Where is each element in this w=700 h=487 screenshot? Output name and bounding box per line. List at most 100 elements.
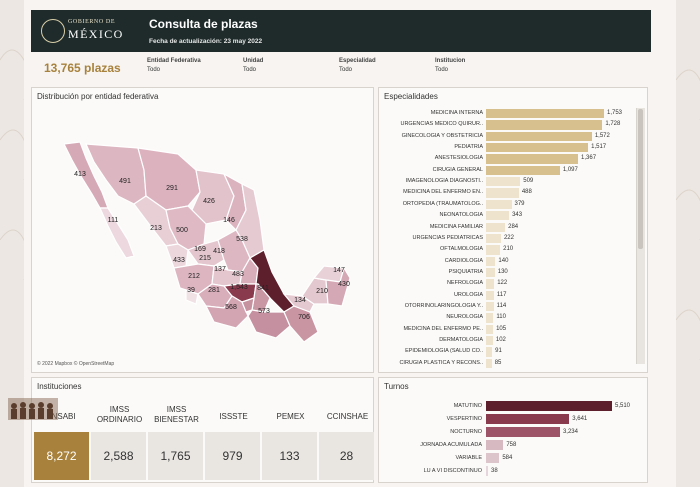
- turno-bar[interactable]: [486, 466, 488, 476]
- especialidad-bar[interactable]: [486, 267, 495, 278]
- map-value-label: 111: [108, 217, 119, 224]
- institucion-header: IMSS BIENESTAR: [154, 405, 199, 424]
- especialidad-label: UROLOGIA: [453, 291, 483, 298]
- especialidad-value: 379: [514, 200, 525, 207]
- institucion-value-cell[interactable]: 2,588: [91, 432, 146, 480]
- update-date: Fecha de actualización: 23 may 2022: [149, 38, 263, 45]
- map-value-label: 212: [188, 273, 200, 280]
- especialidad-bar[interactable]: [486, 177, 521, 187]
- state-colima[interactable]: [185, 289, 199, 305]
- especialidad-bar[interactable]: [486, 301, 494, 312]
- map-value-label: 706: [298, 314, 310, 321]
- state-chiapas[interactable]: [283, 305, 319, 343]
- turno-value: 3,234: [562, 429, 578, 435]
- filter-entidad[interactable]: Entidad Federativa Todo: [147, 58, 201, 73]
- especialidad-label: URGENCIAS PEDIATRICAS: [412, 234, 484, 241]
- map-value-label: 418: [213, 248, 225, 255]
- turno-value: 5,510: [615, 403, 631, 409]
- filter-institucion[interactable]: Institucion Todo: [435, 58, 466, 73]
- map-value-label: 215: [199, 255, 211, 262]
- institucion-value-cell[interactable]: 133: [262, 432, 317, 480]
- turno-label: NOCTURNO: [450, 429, 482, 435]
- turnos-title: Turnos: [384, 382, 409, 391]
- map-value-label: 169: [194, 246, 206, 253]
- especialidad-label: GINECOLOGIA Y OBSTETRICIA: [401, 132, 483, 139]
- map-value-label: 146: [223, 217, 235, 224]
- turno-value: 758: [506, 442, 517, 448]
- scrollbar-thumb[interactable]: [638, 109, 643, 249]
- especialidad-bar[interactable]: [486, 188, 519, 198]
- especialidad-value: 1,367: [581, 155, 597, 162]
- especialidad-label: OFTALMOLOGIA: [440, 246, 483, 253]
- especialidad-bar[interactable]: [486, 358, 492, 369]
- turno-bar[interactable]: [486, 427, 560, 437]
- especialidad-value: 488: [521, 189, 532, 196]
- especialidad-value: 343: [512, 212, 523, 219]
- especialidad-bar[interactable]: [486, 120, 603, 130]
- state-quintana-roo[interactable]: [325, 266, 351, 307]
- turno-bar[interactable]: [486, 401, 612, 411]
- especialidad-bar[interactable]: [486, 131, 592, 142]
- map-value-label: 426: [203, 198, 215, 205]
- especialidad-bar[interactable]: [486, 336, 493, 346]
- map-title: Distribución por entidad federativa: [37, 92, 159, 101]
- especialidad-value: 1,753: [607, 110, 623, 116]
- institucion-value-cell[interactable]: 979: [205, 432, 260, 480]
- turno-value: 584: [502, 455, 513, 461]
- filter-especialidad[interactable]: Especialidad Todo: [339, 58, 376, 73]
- especialidad-bar[interactable]: [486, 199, 512, 210]
- turno-bar[interactable]: [486, 440, 504, 450]
- especialidad-bar[interactable]: [486, 279, 495, 289]
- turno-value: 38: [491, 468, 498, 474]
- turno-value: 3,641: [572, 416, 588, 422]
- turno-label: JORNADA ACUMULADA: [420, 442, 482, 448]
- institucion-value-cell[interactable]: 8,272: [34, 432, 89, 480]
- especialidad-bar[interactable]: [486, 233, 501, 244]
- especialidad-value: 122: [497, 280, 508, 287]
- especialidad-label: DERMATOLOGIA: [439, 337, 483, 343]
- institucion-header: PEMEX: [276, 412, 305, 421]
- especialidad-bar[interactable]: [486, 245, 501, 255]
- especialidad-bar[interactable]: [486, 324, 494, 334]
- map-value-label: 1,543: [230, 284, 248, 291]
- especialidad-value: 117: [496, 291, 507, 298]
- turno-bar[interactable]: [486, 414, 570, 424]
- especialidad-value: 222: [503, 234, 514, 241]
- especialidad-bar[interactable]: [486, 211, 510, 221]
- institucion-value: 28: [339, 449, 354, 463]
- especialidad-bar[interactable]: [486, 143, 589, 153]
- especialidad-bar[interactable]: [486, 290, 494, 300]
- total-plazas: 13,765 plazas: [44, 61, 121, 75]
- institucion-value-cell[interactable]: 28: [319, 432, 374, 480]
- especialidad-label: MEDICINA DEL ENFERMO PE..: [403, 325, 483, 332]
- institucion-value: 133: [279, 449, 300, 463]
- especialidad-value: 85: [494, 359, 502, 366]
- mexico-choropleth-map[interactable]: 413 491 291 111 213 500 426 146 538 169 …: [28, 100, 358, 350]
- turno-bar[interactable]: [486, 453, 500, 463]
- especialidad-bar[interactable]: [486, 109, 604, 119]
- especialidad-label: NEUROLOGIA: [446, 314, 483, 321]
- especialidad-label: PEDIATRIA: [454, 144, 483, 151]
- especialidad-bar[interactable]: [486, 222, 506, 232]
- especialidad-value: 102: [495, 337, 506, 343]
- institucion-value-cell[interactable]: 1,765: [148, 432, 203, 480]
- state-baja-california-sur[interactable]: [99, 207, 135, 259]
- map-value-label: 573: [258, 308, 270, 315]
- state-nayarit[interactable]: [165, 243, 189, 269]
- map-value-label: 430: [338, 281, 350, 288]
- especialidades-scrollbar[interactable]: [636, 108, 645, 364]
- especialidad-value: 110: [496, 314, 506, 321]
- especialidad-label: NEONATOLOGIA: [439, 212, 483, 219]
- especialidad-bar[interactable]: [486, 154, 579, 164]
- especialidad-value: 130: [497, 268, 508, 275]
- especialidad-bar[interactable]: [486, 165, 560, 176]
- especialidad-bar[interactable]: [486, 313, 494, 323]
- especialidad-label: CIRUGIA PLASTICA Y RECONS..: [399, 359, 483, 366]
- especialidad-label: PSIQUIATRIA: [448, 268, 483, 275]
- especialidad-label: IMAGENOLOGIA DIAGNOSTI..: [405, 178, 483, 185]
- filter-unidad[interactable]: Unidad Todo: [243, 58, 264, 73]
- especialidad-bar[interactable]: [486, 347, 493, 357]
- especialidad-value: 91: [495, 348, 502, 355]
- state-tabasco[interactable]: [282, 293, 315, 313]
- especialidad-bar[interactable]: [486, 256, 496, 266]
